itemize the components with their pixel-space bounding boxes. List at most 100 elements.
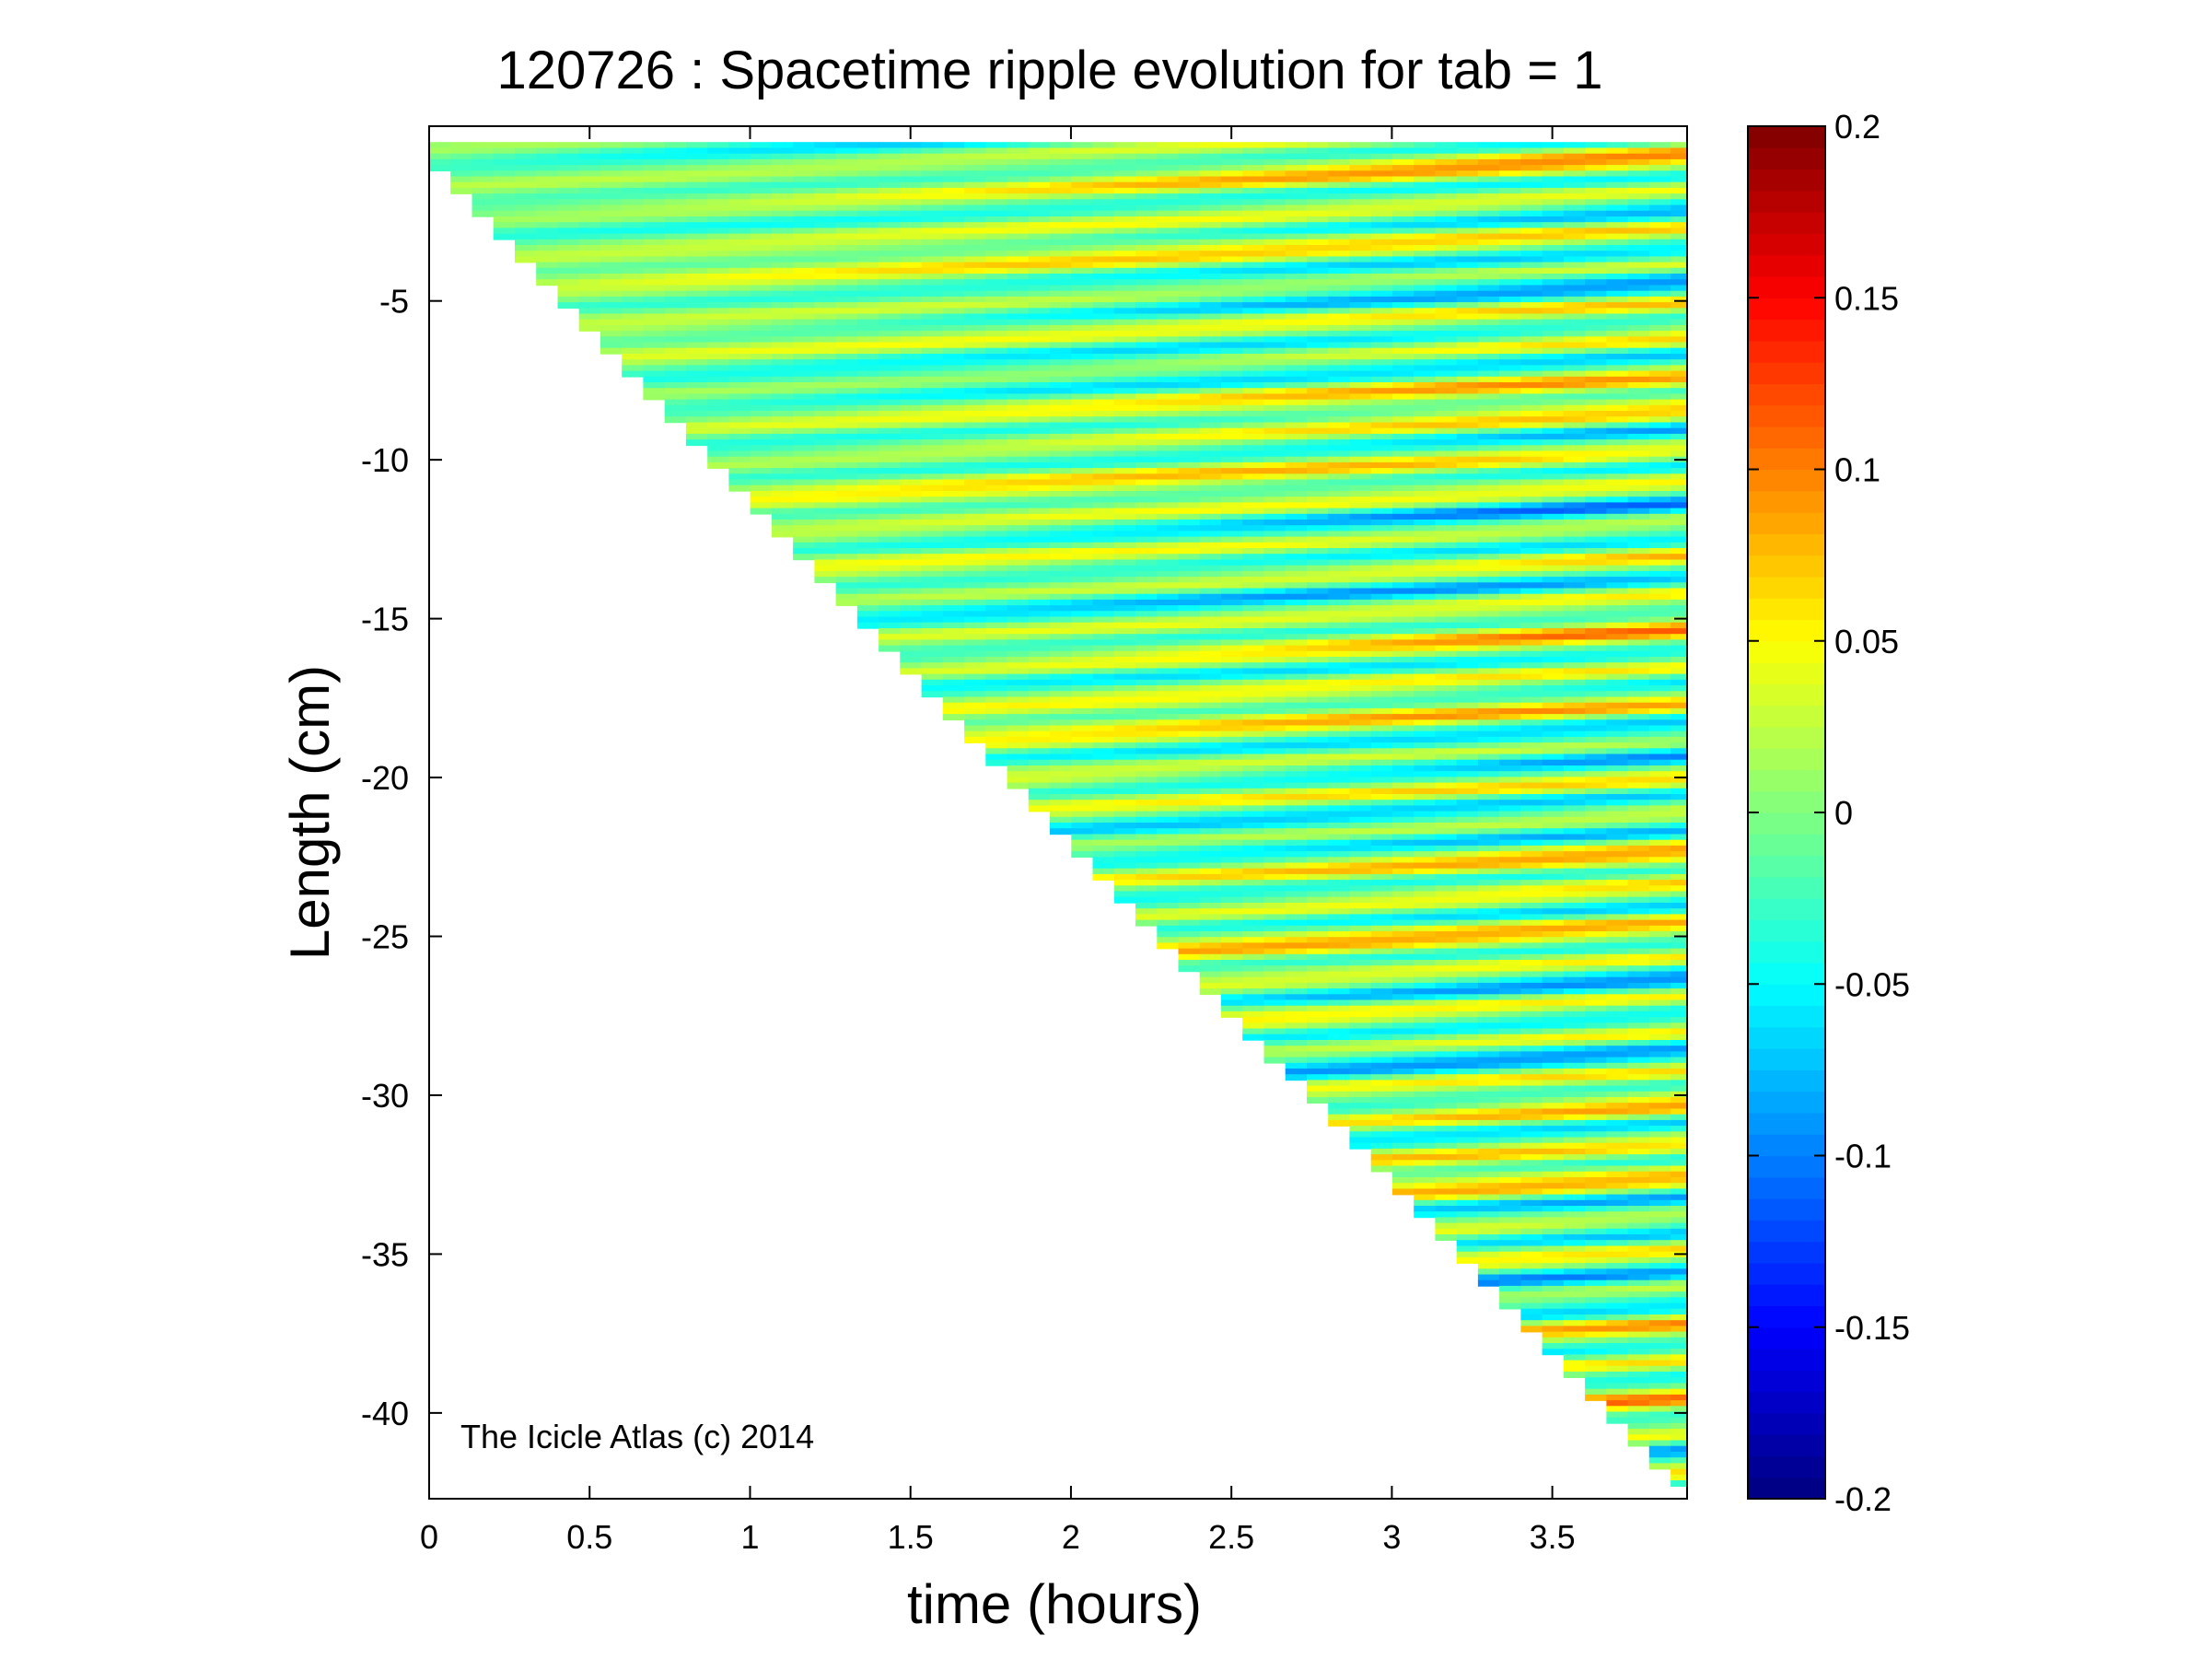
heatmap-row [1050, 811, 1687, 818]
heatmap-row [750, 497, 1687, 504]
heatmap-row [643, 388, 1687, 395]
heatmap-row [879, 639, 1687, 647]
heatmap-row [622, 354, 1687, 360]
colorbar-segment [1748, 1455, 1825, 1478]
heatmap-row [1520, 1326, 1687, 1333]
heatmap-row [793, 548, 1687, 555]
y-tick-label: -10 [361, 441, 409, 479]
heatmap-row [1221, 1005, 1687, 1012]
heatmap-row [557, 285, 1687, 292]
x-tick-label: 2.5 [1208, 1518, 1254, 1556]
heatmap-row [1113, 896, 1687, 904]
heatmap-row [1157, 925, 1687, 932]
heatmap-row [472, 193, 1687, 201]
heatmap-row [515, 256, 1687, 263]
heatmap-row [450, 176, 1687, 183]
colorbar-segment [1748, 212, 1825, 235]
heatmap-row [1349, 1131, 1687, 1139]
colorbar-segment [1748, 812, 1825, 835]
heatmap-row [1178, 965, 1687, 973]
heatmap-row [1199, 971, 1687, 978]
colorbar-segment [1748, 1198, 1825, 1221]
heatmap-row [1007, 777, 1687, 784]
heatmap-row [1092, 857, 1687, 864]
colorbar-segment [1748, 834, 1825, 857]
heatmap-row [664, 416, 1687, 424]
heatmap-row [429, 153, 1687, 160]
heatmap-row [1414, 1194, 1687, 1201]
colorbar-segment [1748, 490, 1825, 513]
heatmap-row [1328, 1114, 1687, 1121]
colorbar-segment [1748, 1391, 1825, 1414]
colorbar [1747, 125, 1826, 1500]
colorbar-segment [1748, 748, 1825, 771]
colorbar-segment [1748, 1069, 1825, 1092]
heatmap-row [1456, 1245, 1687, 1253]
heatmap-row [1199, 982, 1687, 989]
colorbar-tick-label: 0.05 [1834, 623, 1899, 660]
colorbar-segment [1748, 362, 1825, 384]
colorbar-segment [1748, 1434, 1825, 1457]
colorbar-segment [1748, 683, 1825, 707]
heatmap-row [1671, 1468, 1687, 1476]
heatmap-row [1221, 1011, 1687, 1018]
heatmap-row [1477, 1268, 1687, 1276]
heatmap-row [1157, 931, 1687, 938]
heatmap-row [1007, 782, 1687, 789]
heatmap-row [493, 216, 1687, 223]
colorbar-segment [1748, 576, 1825, 599]
heatmap-row [1391, 1188, 1687, 1196]
heatmap-row [1328, 1119, 1687, 1127]
colorbar-tick-label: 0.1 [1834, 451, 1880, 489]
heatmap-row [1585, 1388, 1687, 1396]
heatmap-row [1178, 953, 1687, 961]
heatmap-row [1606, 1417, 1687, 1424]
heatmap-row [429, 165, 1687, 172]
heatmap-row [600, 347, 1687, 355]
heatmap-row [1370, 1154, 1687, 1162]
colorbar-segment [1748, 319, 1825, 342]
colorbar-tick-label: -0.15 [1834, 1309, 1910, 1347]
heatmap-row [1221, 999, 1687, 1007]
heatmap-row [1542, 1349, 1687, 1356]
colorbar-segment [1748, 340, 1825, 363]
y-tick-label: -30 [361, 1077, 409, 1115]
colorbar-segment [1748, 126, 1825, 148]
heatmap-row [728, 473, 1687, 481]
colorbar-segment [1748, 190, 1825, 213]
heatmap-row [1563, 1354, 1687, 1361]
heatmap-row [1113, 891, 1687, 898]
heatmap-row [835, 593, 1687, 601]
colorbar-segment [1748, 533, 1825, 556]
heatmap-row [814, 559, 1687, 567]
heatmap-row [685, 422, 1687, 429]
heatmap-row [1135, 908, 1687, 916]
heatmap-row [1242, 1017, 1687, 1024]
heatmap-row [1648, 1463, 1687, 1470]
heatmap-row [472, 210, 1687, 217]
heatmap-row [879, 634, 1687, 641]
heatmap-row [1199, 976, 1687, 984]
heatmap-row [622, 359, 1687, 367]
heatmap-row [728, 468, 1687, 475]
heatmap-row [1263, 1057, 1687, 1064]
heatmap-row [1585, 1394, 1687, 1401]
heatmap-row [856, 622, 1687, 629]
heatmap-row [1414, 1199, 1687, 1207]
heatmap-row [1349, 1126, 1687, 1133]
heatmap-row [643, 382, 1687, 389]
heatmap-row [985, 759, 1687, 766]
heatmap-row [1585, 1377, 1687, 1384]
heatmap-row [664, 411, 1687, 417]
heatmap-row [1028, 805, 1687, 812]
heatmap-row [1307, 1085, 1687, 1092]
colorbar-segment [1748, 640, 1825, 663]
colorbar-segment [1748, 275, 1825, 298]
heatmap-row [964, 736, 1687, 743]
heatmap-row [793, 536, 1687, 543]
heatmap-row [1370, 1148, 1687, 1155]
colorbar-segment [1748, 1241, 1825, 1264]
heatmap-row [835, 599, 1687, 606]
heatmap-row [793, 554, 1687, 561]
heatmap-row [1242, 1028, 1687, 1035]
